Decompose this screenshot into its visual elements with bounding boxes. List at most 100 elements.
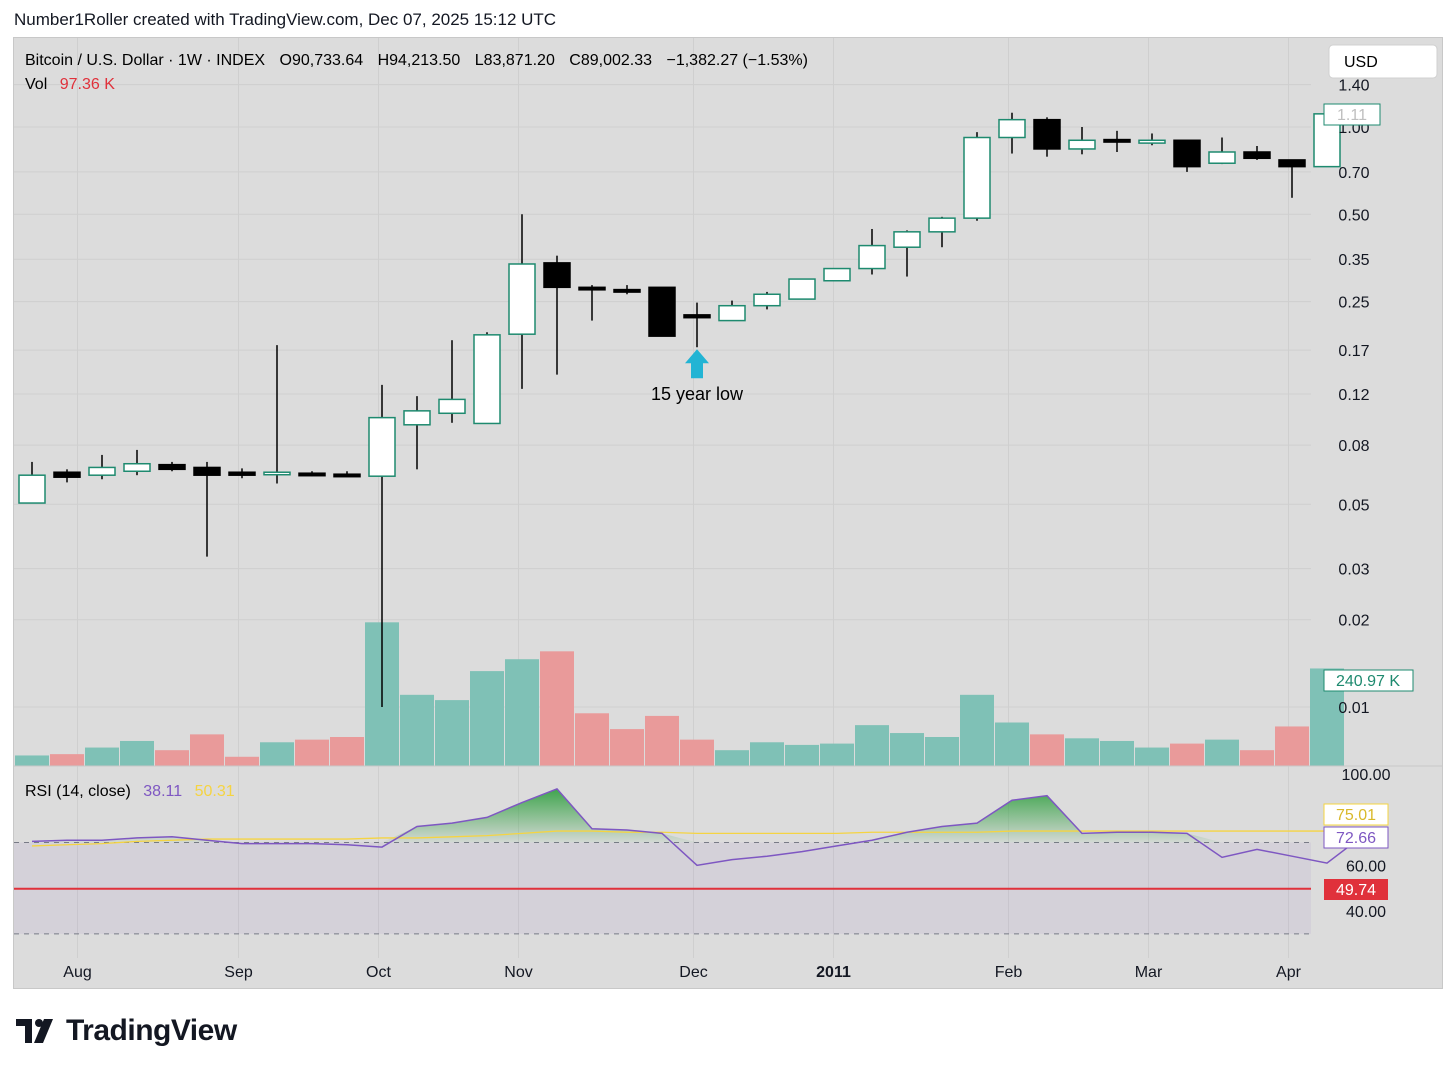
volume-bar (85, 747, 119, 766)
candle-body (963, 136, 991, 219)
candle-body (788, 278, 816, 300)
volume-bar (645, 715, 679, 766)
time-tick-label: Oct (366, 964, 391, 981)
candle-body (88, 466, 116, 476)
candle-body (193, 466, 221, 476)
volume-bar (785, 744, 819, 766)
time-tick-label: Aug (63, 964, 91, 981)
rsi-line (31, 787, 1363, 867)
candle-body (1068, 139, 1096, 150)
candle-body (998, 118, 1026, 139)
volume-bar (750, 742, 784, 766)
candle-body (893, 231, 921, 248)
candle-body (1278, 159, 1306, 168)
price-tick-label: 1.40 (1338, 78, 1369, 95)
legend-symbol: Bitcoin / U.S. Dollar · 1W · INDEX (25, 52, 265, 69)
time-tick-label: Mar (1135, 964, 1163, 981)
candle-body (53, 471, 81, 478)
price-tick-label: 0.35 (1338, 252, 1369, 269)
volume-bar (995, 722, 1029, 766)
candle-body (403, 410, 431, 426)
candle-body (1033, 118, 1061, 150)
volume-badge: 240.97 K (1323, 669, 1414, 692)
candle-body (543, 262, 571, 289)
legend-volume: Vol 97.36 K (25, 76, 115, 93)
volume-bar (1100, 740, 1134, 766)
volume-bar (295, 739, 329, 766)
price-tick-label: 0.25 (1338, 295, 1369, 312)
time-tick-label: Feb (995, 964, 1023, 981)
time-tick-label: Apr (1276, 964, 1302, 981)
candle-body (158, 463, 186, 471)
tradingview-logo-icon (16, 1019, 53, 1043)
candle-body (438, 398, 466, 415)
candle-body (823, 267, 851, 282)
rsi-legend-ma: 50.31 (195, 783, 235, 800)
candle-body (263, 471, 291, 476)
price-tick-label: 0.08 (1338, 438, 1369, 455)
rsi-overbought-fill (32, 788, 1362, 843)
rsi-tick-label: 40.00 (1346, 904, 1386, 921)
volume-bar (505, 659, 539, 766)
candle-body (123, 462, 151, 473)
price-tick-label: 0.03 (1338, 562, 1369, 579)
last-price-badge: 1.11 (1323, 103, 1381, 126)
candle-body (648, 286, 676, 337)
price-tick-label: 0.70 (1338, 165, 1369, 182)
candle-body (858, 244, 886, 270)
volume-badge-text: 240.97 K (1336, 673, 1400, 690)
candle-body (1103, 138, 1131, 143)
currency-label: USD (1344, 54, 1378, 71)
legend-close: C89,002.33 (569, 52, 652, 69)
tradingview-logo[interactable]: TradingView (16, 1013, 237, 1049)
low-annotation: 15 year low (651, 349, 744, 404)
candle-body (298, 472, 326, 477)
candle-body (473, 334, 501, 425)
annotation-text: 15 year low (651, 384, 744, 404)
volume-bar (1205, 739, 1239, 766)
time-tick-label: 2011 (816, 964, 851, 981)
up-arrow-icon (685, 349, 709, 379)
legend-vol-label: Vol (25, 76, 47, 93)
volume-bar (260, 742, 294, 766)
rsi-value-badge: 72.66 (1323, 826, 1389, 849)
axis-layer: 1.401.000.700.500.350.250.170.120.080.05… (63, 78, 1390, 981)
chart-frame[interactable]: 1.40 1.00 0.70 0.50 0.35 0.25 0.17 0.12 0.08 0.05… (13, 37, 1443, 989)
volume-bar (715, 750, 749, 766)
currency-selector[interactable]: USD (1328, 44, 1438, 79)
volume-bar (330, 737, 364, 766)
chart-svg[interactable]: 1.401.000.700.500.350.250.170.120.080.05… (14, 38, 1443, 989)
volume-bar (540, 651, 574, 766)
rsi-ma-badge: 75.01 (1323, 803, 1389, 826)
volume-bar (610, 729, 644, 766)
time-tick-label: Dec (679, 964, 707, 981)
rsi-ma-badge-text: 75.01 (1336, 807, 1376, 824)
volume-bar (1170, 743, 1204, 766)
volume-bar (50, 754, 84, 766)
last-price-text: 1.11 (1337, 107, 1367, 124)
volume-bar (435, 700, 469, 766)
volume-bar (575, 713, 609, 766)
candle-body (1138, 139, 1166, 144)
volume-layer (15, 622, 1344, 766)
price-tick-label: 0.17 (1338, 343, 1369, 360)
volume-bar (820, 743, 854, 766)
legend-vol-value: 97.36 K (60, 76, 115, 93)
volume-bar (1135, 747, 1169, 766)
price-tick-label: 0.02 (1338, 613, 1369, 630)
legend-header: Bitcoin / U.S. Dollar · 1W · INDEX O90,7… (25, 52, 808, 69)
price-tick-label: 0.50 (1338, 207, 1369, 224)
candle-body (508, 263, 536, 335)
candle-body (578, 286, 606, 291)
candle-body (753, 293, 781, 307)
price-tick-label: 0.01 (1338, 700, 1369, 717)
rsi-legend-label: RSI (14, close) (25, 783, 131, 800)
legend-high: H94,213.50 (378, 52, 461, 69)
rsi-level-badge: 49.74 (1324, 879, 1388, 900)
candle-body (1173, 139, 1201, 168)
rsi-level-badge-text: 49.74 (1336, 882, 1376, 899)
rsi-layer (14, 787, 1363, 935)
volume-bar (680, 739, 714, 766)
volume-bar (1065, 738, 1099, 766)
volume-bar (120, 740, 154, 766)
